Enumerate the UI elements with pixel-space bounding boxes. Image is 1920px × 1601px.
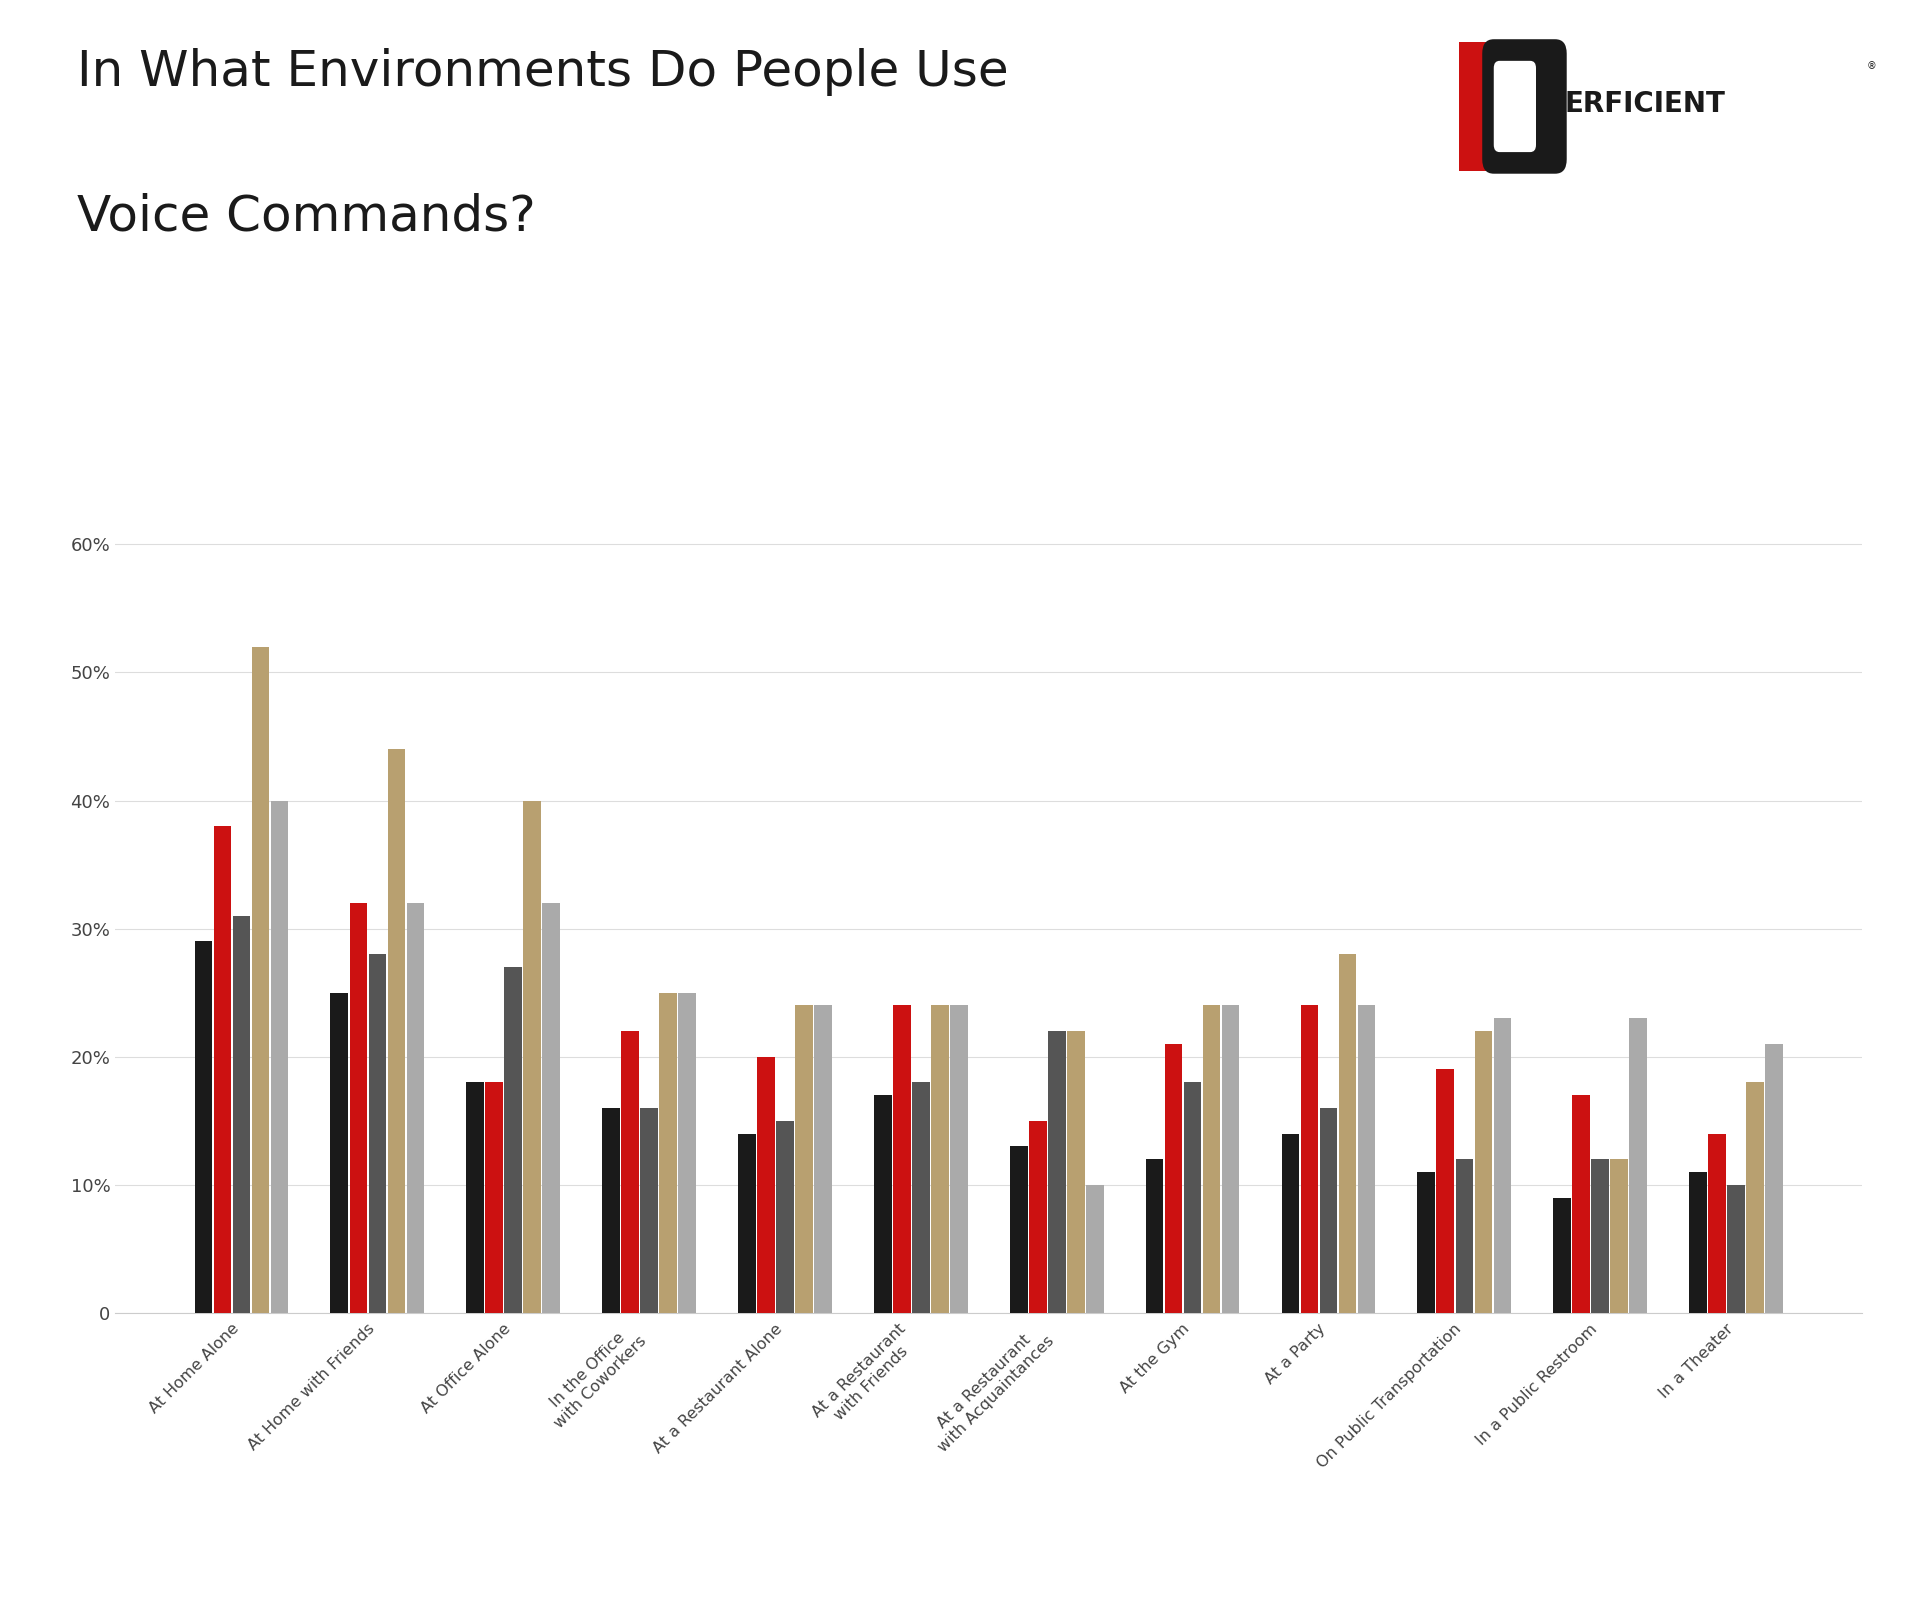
Bar — [232, 916, 250, 1313]
Bar — [1611, 1159, 1628, 1313]
Bar — [1747, 1082, 1764, 1313]
Bar — [1146, 1159, 1164, 1313]
Bar — [1221, 1005, 1240, 1313]
FancyBboxPatch shape — [1459, 42, 1555, 171]
Bar — [737, 1134, 756, 1313]
Bar — [622, 1031, 639, 1313]
Text: ERFICIENT: ERFICIENT — [1565, 90, 1726, 118]
Bar — [213, 826, 230, 1313]
Bar — [1048, 1031, 1066, 1313]
Bar — [931, 1005, 948, 1313]
Bar — [1475, 1031, 1492, 1313]
Bar — [893, 1005, 910, 1313]
Bar — [659, 993, 678, 1313]
Bar — [1165, 1044, 1183, 1313]
Bar — [678, 993, 697, 1313]
Bar — [776, 1121, 793, 1313]
Bar — [252, 647, 269, 1313]
Bar — [1029, 1121, 1046, 1313]
Bar — [1709, 1134, 1726, 1313]
Bar — [543, 903, 561, 1313]
Bar — [1068, 1031, 1085, 1313]
Bar — [1010, 1146, 1027, 1313]
Bar — [1202, 1005, 1221, 1313]
Bar — [194, 941, 213, 1313]
Bar — [505, 967, 522, 1313]
FancyBboxPatch shape — [1494, 61, 1536, 152]
Bar — [1319, 1108, 1338, 1313]
Bar — [369, 954, 386, 1313]
Bar — [486, 1082, 503, 1313]
Text: ®: ® — [1866, 61, 1876, 70]
Bar — [1592, 1159, 1609, 1313]
Text: In What Environments Do People Use: In What Environments Do People Use — [77, 48, 1008, 96]
Bar — [1417, 1172, 1434, 1313]
Bar — [756, 1057, 776, 1313]
Bar — [407, 903, 424, 1313]
Bar — [1572, 1095, 1590, 1313]
Bar — [1087, 1185, 1104, 1313]
Bar — [1630, 1018, 1647, 1313]
Bar — [1690, 1172, 1707, 1313]
Bar — [349, 903, 367, 1313]
Bar — [1338, 954, 1356, 1313]
Bar — [467, 1082, 484, 1313]
Bar — [814, 1005, 831, 1313]
Bar — [1300, 1005, 1319, 1313]
FancyBboxPatch shape — [1482, 38, 1567, 173]
Bar — [1553, 1198, 1571, 1313]
Bar — [1728, 1185, 1745, 1313]
Text: Voice Commands?: Voice Commands? — [77, 192, 536, 240]
Bar — [639, 1108, 659, 1313]
Bar — [271, 800, 288, 1313]
Bar — [795, 1005, 812, 1313]
Bar — [1281, 1134, 1300, 1313]
Bar — [330, 993, 348, 1313]
Bar — [1436, 1069, 1453, 1313]
Bar — [874, 1095, 891, 1313]
Bar — [1764, 1044, 1784, 1313]
Bar — [1357, 1005, 1375, 1313]
Bar — [950, 1005, 968, 1313]
Bar — [912, 1082, 929, 1313]
Bar — [524, 800, 541, 1313]
Bar — [1494, 1018, 1511, 1313]
Bar — [1185, 1082, 1202, 1313]
Bar — [603, 1108, 620, 1313]
Bar — [1455, 1159, 1473, 1313]
Bar — [388, 749, 405, 1313]
